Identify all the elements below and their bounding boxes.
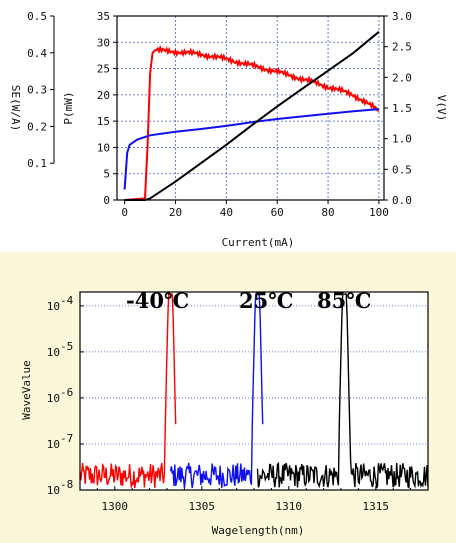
top-power-tick-label: 20 bbox=[97, 89, 110, 102]
bottom-series-blue bbox=[169, 293, 264, 489]
bottom-y-tick-base: 10 bbox=[47, 392, 60, 405]
top-x-tick-label: 0 bbox=[121, 206, 128, 219]
top-power-tick-label: 30 bbox=[97, 36, 110, 49]
top-x-axis-label: Current(mA) bbox=[222, 236, 295, 249]
top-se-tick-label: 0.5 bbox=[27, 10, 47, 23]
top-se-tick-label: 0.2 bbox=[27, 120, 47, 133]
annotation-25c: 25℃ bbox=[239, 288, 293, 313]
bottom-y-tick-base: 10 bbox=[47, 484, 60, 497]
bottom-y-tick-exponent: -5 bbox=[60, 340, 73, 353]
bottom-x-tick-label: 1300 bbox=[102, 500, 129, 513]
top-power-tick-label: 5 bbox=[103, 168, 110, 181]
annotation-85c: 85℃ bbox=[317, 288, 371, 313]
top-power-tick-label: 25 bbox=[97, 63, 110, 76]
top-series-group bbox=[123, 31, 380, 201]
top-grid bbox=[117, 16, 384, 200]
top-power-tick-label: 0 bbox=[103, 194, 110, 207]
bottom-x-tick-label: 1305 bbox=[189, 500, 216, 513]
bottom-series-group bbox=[79, 293, 429, 490]
top-x-tick-label: 80 bbox=[321, 206, 334, 219]
top-voltage-tick-label: 1.0 bbox=[392, 133, 412, 146]
top-x-tick-label: 40 bbox=[220, 206, 233, 219]
top-se-axis-label: SE(W/A) bbox=[9, 85, 22, 131]
bottom-series-red bbox=[79, 293, 177, 489]
annotation-minus40c: -40℃ bbox=[126, 288, 189, 313]
top-power-tick-label: 10 bbox=[97, 141, 110, 154]
bottom-x-axis-label: Wagelength(nm) bbox=[212, 524, 305, 537]
top-ticks: 0 20 40 60 80 100 0 5 10 15 20 25 30 35 0.1 0.2 0.3 0.4 0.… bbox=[27, 10, 412, 219]
bottom-plot-area bbox=[80, 292, 428, 490]
top-plot-frame bbox=[116, 15, 385, 201]
top-x-tick-label: 20 bbox=[169, 206, 182, 219]
bottom-y-tick-exponent: -8 bbox=[60, 478, 73, 491]
laser-characteristics-chart: 0 20 40 60 80 100 0 5 10 15 20 25 30 35 0.1 0.2 0.3 0.4 0.… bbox=[9, 10, 448, 249]
top-se-tick-label: 0.1 bbox=[27, 157, 47, 170]
bottom-x-tick-label: 1310 bbox=[276, 500, 303, 513]
bottom-y-tick-exponent: -6 bbox=[60, 386, 73, 399]
top-voltage-tick-label: 0.5 bbox=[392, 163, 412, 176]
top-series-blue bbox=[123, 108, 379, 190]
top-power-tick-label: 15 bbox=[97, 115, 110, 128]
bottom-y-axis-label: WaveValue bbox=[20, 360, 33, 420]
top-series-red bbox=[124, 44, 379, 201]
bottom-y-tick-exponent: -4 bbox=[60, 294, 74, 307]
top-voltage-tick-label: 2.5 bbox=[392, 41, 412, 54]
bottom-y-tick-base: 10 bbox=[47, 346, 60, 359]
top-se-tick-label: 0.3 bbox=[27, 84, 47, 97]
top-power-axis-label: P(mW) bbox=[62, 91, 75, 124]
bottom-y-tick-base: 10 bbox=[47, 438, 60, 451]
top-series-black bbox=[124, 31, 380, 201]
top-voltage-tick-label: 0.0 bbox=[392, 194, 412, 207]
top-voltage-tick-label: 2.0 bbox=[392, 71, 412, 84]
top-voltage-tick-label: 3.0 bbox=[392, 10, 412, 23]
top-x-tick-label: 60 bbox=[271, 206, 284, 219]
bottom-series-black bbox=[256, 293, 429, 490]
top-se-tick-label: 0.4 bbox=[27, 47, 47, 60]
top-x-tick-label: 100 bbox=[369, 206, 389, 219]
top-power-tick-label: 35 bbox=[97, 10, 110, 23]
bottom-x-tick-label: 1315 bbox=[363, 500, 390, 513]
top-voltage-axis-label: V(V) bbox=[435, 95, 448, 122]
bottom-y-tick-base: 10 bbox=[47, 300, 60, 313]
bottom-y-tick-exponent: -7 bbox=[60, 432, 73, 445]
top-voltage-tick-label: 1.5 bbox=[392, 102, 412, 115]
